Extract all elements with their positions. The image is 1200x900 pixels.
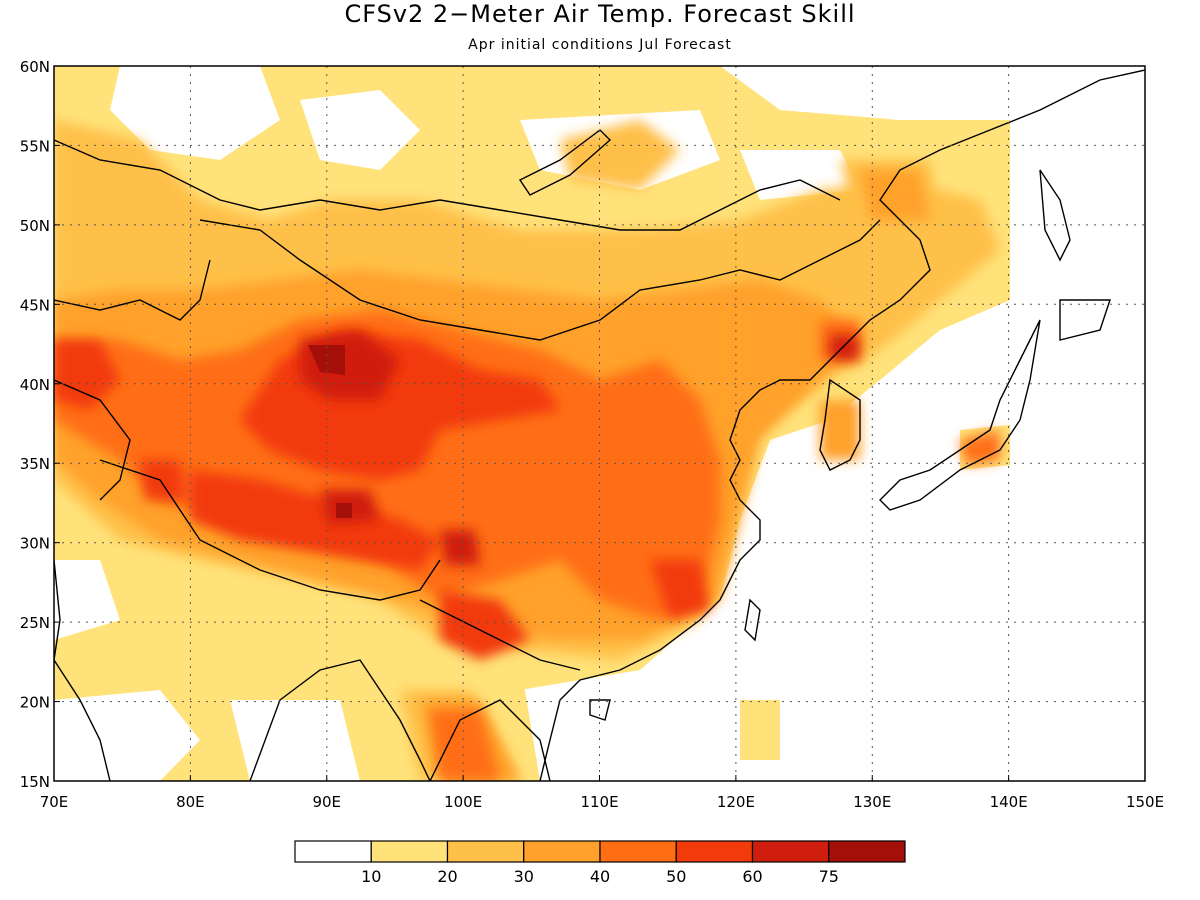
colorbar-label: 75 [819, 867, 839, 886]
border-russia-north [54, 139, 841, 231]
coastline-japan [879, 319, 1041, 511]
colorbar: 10 20 30 40 50 60 75 [294, 840, 906, 886]
colorbar-swatch [370, 840, 449, 863]
lat-tick-label: 60N [20, 58, 50, 76]
lon-tick-label: 140E [990, 793, 1028, 811]
colorbar-swatch [751, 840, 830, 863]
colorbar-label: 10 [361, 867, 381, 886]
lat-tick-label: 30N [20, 535, 50, 553]
chart-title: CFSv2 2−Meter Air Temp. Forecast Skill [344, 0, 855, 28]
colorbar-swatch [523, 840, 601, 863]
coastline-korea [819, 378, 861, 471]
colorbar-label: 20 [437, 867, 457, 886]
colorbar-swatch [828, 840, 906, 863]
lat-tick-label: 25N [20, 614, 50, 632]
colorbar-swatch [675, 840, 754, 863]
coastline-east-asia [539, 69, 1145, 781]
coastline-taiwan [744, 598, 761, 642]
coastline-hokkaido [1059, 299, 1111, 341]
border-central-asia [54, 259, 211, 321]
colorbar-swatch [294, 840, 372, 863]
chart-subtitle: Apr initial conditions Jul Forecast [468, 37, 732, 53]
skill-field [54, 66, 1010, 781]
coastline-india [54, 559, 111, 781]
lon-tick-label: 90E [312, 793, 341, 811]
lon-tick-label: 100E [444, 793, 482, 811]
colorbar-swatch [599, 840, 677, 863]
lat-tick-label: 55N [20, 137, 50, 155]
border-southeast-asia [419, 599, 581, 671]
lat-tick-label: 15N [20, 773, 50, 791]
lon-tick-label: 130E [853, 793, 891, 811]
colorbar-swatch [446, 840, 525, 863]
lat-tick-label: 35N [20, 455, 50, 473]
colorbar-label: 40 [590, 867, 610, 886]
map-panel: 70E 80E 90E 100E 110E 120E 130E 140E 150E 15N 20N… [20, 58, 1164, 811]
lat-tick-label: 45N [20, 296, 50, 314]
border-himalaya [99, 459, 441, 601]
colorbar-label: 60 [742, 867, 762, 886]
lat-tick-label: 20N [20, 694, 50, 712]
gridlines [54, 66, 1145, 781]
lon-tick-label: 80E [176, 793, 205, 811]
longitude-axis: 70E 80E 90E 100E 110E 120E 130E 140E 150E [40, 775, 1164, 811]
lon-tick-label: 120E [717, 793, 755, 811]
skill-level-above-75 [308, 345, 352, 518]
coastline-hainan [589, 699, 611, 721]
lon-tick-label: 110E [580, 793, 618, 811]
lake-baikal [518, 129, 612, 196]
colorbar-label: 30 [514, 867, 534, 886]
coastlines-borders [54, 69, 1145, 781]
coastline-indochina [429, 699, 551, 781]
coastline-bay-of-bengal [249, 659, 431, 781]
border-china-mongolia [199, 219, 881, 341]
lon-tick-label: 150E [1126, 793, 1164, 811]
lat-tick-label: 50N [20, 217, 50, 235]
coastline-sakhalin [1039, 169, 1071, 262]
colorbar-label: 50 [666, 867, 686, 886]
lat-tick-label: 40N [20, 376, 50, 394]
latitude-axis: 15N 20N 25N 30N 35N 40N 45N 50N 55N 60N [20, 58, 60, 791]
border-kazakhstan [54, 379, 131, 501]
lon-tick-label: 70E [40, 793, 69, 811]
